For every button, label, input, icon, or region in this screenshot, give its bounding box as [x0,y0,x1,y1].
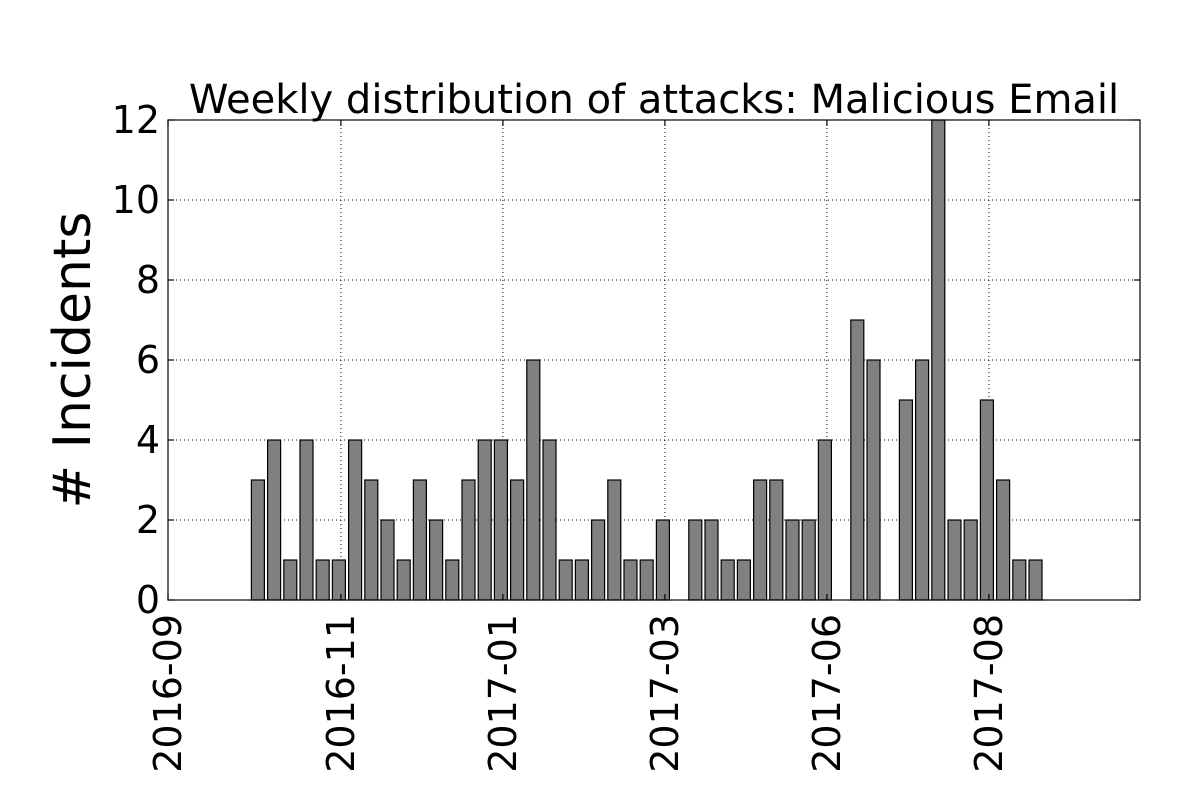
y-tick-label: 12 [112,98,160,142]
plot-frame [167,119,1141,601]
bar [688,519,703,601]
bar [850,319,865,601]
bar [607,479,622,601]
bar [429,519,444,601]
bar [720,559,735,601]
bar [412,479,427,601]
bar [655,519,671,601]
bar [283,559,298,601]
bar [963,519,978,601]
bar [995,479,1011,601]
x-tick-label: 2017-08 [967,614,1011,773]
bar [639,559,654,601]
axis-ticks: 0 2 4 6 8 10 12 2016-09 2016-11 2017-01 2017-03 201… [112,98,1140,773]
bar [526,359,541,601]
y-tick-label: 6 [136,338,160,382]
y-tick-label: 2 [136,498,160,542]
bar [931,119,946,601]
y-tick-label: 8 [136,258,160,302]
y-tick-label: 4 [136,418,160,462]
y-tick-label: 0 [136,578,160,622]
bar [267,439,282,601]
bar [510,479,525,601]
bar [331,559,346,601]
x-tick-label: 2017-06 [805,614,849,773]
bar [947,519,962,601]
bar [704,519,719,601]
x-tick-label: 2017-01 [481,614,525,773]
bar [348,439,363,601]
bar [558,559,573,601]
bar [752,479,768,601]
y-axis-label: # Incidents [43,212,103,509]
bar [623,559,638,601]
chart-title: Weekly distribution of attacks: Maliciou… [189,77,1119,123]
bar [979,399,995,601]
bar [445,559,460,601]
bar [542,439,557,601]
x-tick-label: 2016-09 [146,614,190,773]
bar [574,559,590,601]
bar [1012,559,1027,601]
bars [250,119,1043,601]
bar [801,519,816,601]
bar [477,439,492,601]
bar [914,359,930,601]
x-tick-label: 2017-03 [643,614,687,773]
y-tick-label: 10 [112,178,160,222]
bar [785,519,800,601]
bar [590,519,606,601]
bar [299,439,314,601]
bar [461,479,476,601]
bar [380,519,395,601]
bar [866,359,881,601]
bar [898,399,914,601]
grid-lines [168,120,1140,600]
bar [364,479,379,601]
bar [1028,559,1043,601]
bar [736,559,752,601]
bar [817,439,833,601]
bar [250,479,265,601]
bar [315,559,330,601]
bar [493,439,508,601]
bar [396,559,411,601]
bar [769,479,784,601]
x-tick-label: 2016-11 [319,614,363,773]
